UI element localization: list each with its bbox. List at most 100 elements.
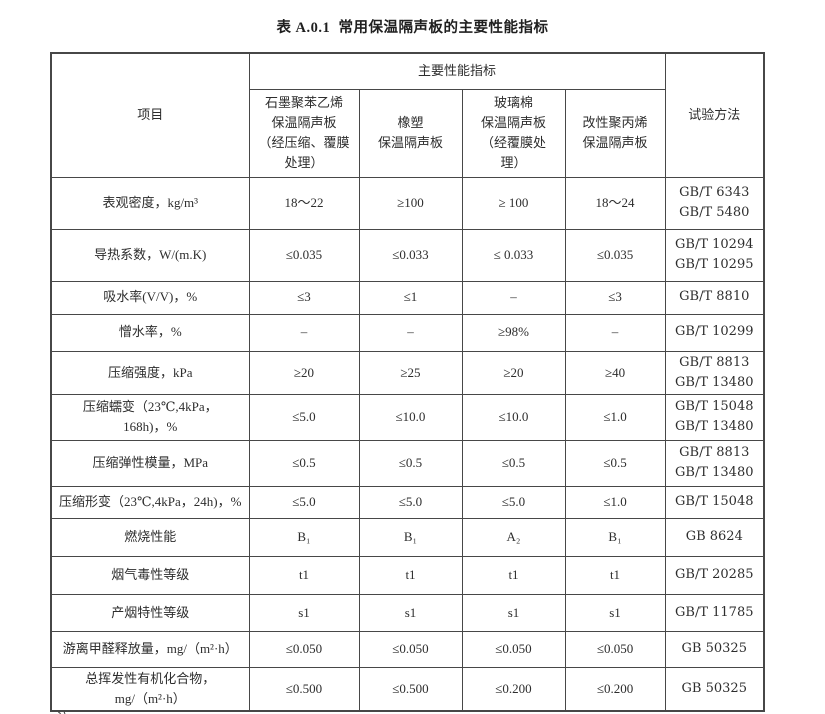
row-value: ≤3 bbox=[248, 280, 360, 315]
row-test-method: GB/T 10299 bbox=[664, 313, 765, 352]
row-value: ≤0.500 bbox=[358, 666, 463, 712]
row-value: ≤10.0 bbox=[461, 393, 566, 441]
table-row: 产烟特性等级 s1 s1 s1 s1 GB/T 11785 bbox=[50, 593, 765, 632]
row-value: ≥ 100 bbox=[461, 176, 566, 230]
row-value: ≤0.500 bbox=[248, 666, 360, 712]
row-value: ≤3 bbox=[564, 280, 666, 315]
row-value: ≥100 bbox=[358, 176, 463, 230]
row-test-method: GB/T 8810 bbox=[664, 280, 765, 315]
row-value: ≤0.050 bbox=[248, 630, 360, 668]
row-value: s1 bbox=[358, 593, 463, 632]
row-value: ≤0.050 bbox=[564, 630, 666, 668]
row-item-label: 憎水率，% bbox=[50, 313, 250, 352]
column-header-product-graphite-eps: 石墨聚苯乙烯 保温隔声板 （经压缩、覆膜 处理） bbox=[248, 88, 360, 178]
row-test-method: GB/T 6343 GB/T 5480 bbox=[664, 176, 765, 230]
row-test-method: GB/T 15048 GB/T 13480 bbox=[664, 393, 765, 441]
row-item-label: 烟气毒性等级 bbox=[50, 555, 250, 595]
row-value: 18～24 bbox=[564, 176, 666, 230]
row-value: ≤0.5 bbox=[564, 439, 666, 487]
row-value: ≤0.050 bbox=[358, 630, 463, 668]
row-value: 18～22 bbox=[248, 176, 360, 230]
table-row: 导热系数，W/(m.K) ≤0.035 ≤0.033 ≤ 0.033 ≤0.035 GB/… bbox=[50, 228, 765, 282]
row-value: – bbox=[358, 313, 463, 352]
note-partial-text: 注 bbox=[57, 709, 69, 714]
row-value: ≥25 bbox=[358, 350, 463, 395]
row-test-method: GB 8624 bbox=[664, 517, 765, 557]
row-test-method: GB 50325 bbox=[664, 630, 765, 668]
row-item-label: 总挥发性有机化合物， mg/（m²·h） bbox=[50, 666, 250, 712]
row-test-method: GB/T 8813 GB/T 13480 bbox=[664, 439, 765, 487]
column-header-item: 项目 bbox=[50, 52, 250, 178]
row-value: t1 bbox=[461, 555, 566, 595]
row-value: ≥20 bbox=[248, 350, 360, 395]
row-value: – bbox=[564, 313, 666, 352]
row-item-label: 游离甲醛释放量，mg/（m²·h） bbox=[50, 630, 250, 668]
row-item-label: 压缩弹性模量，MPa bbox=[50, 439, 250, 487]
row-value: ≤0.5 bbox=[358, 439, 463, 487]
row-item-label: 产烟特性等级 bbox=[50, 593, 250, 632]
row-value: ≤5.0 bbox=[461, 485, 566, 519]
table-body: 表观密度，kg/m³ 18～22 ≥100 ≥ 100 18～24 GB/T 6343 G… bbox=[50, 176, 765, 712]
row-value: t1 bbox=[248, 555, 360, 595]
row-value: ≤1.0 bbox=[564, 393, 666, 441]
row-test-method: GB/T 11785 bbox=[664, 593, 765, 632]
table-row: 压缩弹性模量，MPa ≤0.5 ≤0.5 ≤0.5 ≤0.5 GB/T 8813 GB/T… bbox=[50, 439, 765, 487]
row-value: s1 bbox=[564, 593, 666, 632]
table-row: 烟气毒性等级 t1 t1 t1 t1 GB/T 20285 bbox=[50, 555, 765, 595]
header-row-group: 项目 主要性能指标 试验方法 bbox=[50, 52, 765, 178]
row-item-label: 导热系数，W/(m.K) bbox=[50, 228, 250, 282]
table-row: 压缩蠕变（23℃,4kPa， 168h)，% ≤5.0 ≤10.0 ≤10.0 ≤1.0… bbox=[50, 393, 765, 441]
column-header-product-glass-wool: 玻璃棉 保温隔声板 （经覆膜处 理） bbox=[461, 88, 566, 178]
row-test-method: GB/T 20285 bbox=[664, 555, 765, 595]
row-value: ≤5.0 bbox=[358, 485, 463, 519]
row-value: ≤0.200 bbox=[564, 666, 666, 712]
row-value: ≤5.0 bbox=[248, 393, 360, 441]
row-item-label: 压缩强度，kPa bbox=[50, 350, 250, 395]
row-value: t1 bbox=[564, 555, 666, 595]
row-item-label: 燃烧性能 bbox=[50, 517, 250, 557]
table-row: 游离甲醛释放量，mg/（m²·h） ≤0.050 ≤0.050 ≤0.050 ≤0.05… bbox=[50, 630, 765, 668]
row-item-label: 吸水率(V/V)，% bbox=[50, 280, 250, 315]
row-value: ≥20 bbox=[461, 350, 566, 395]
row-test-method: GB 50325 bbox=[664, 666, 765, 712]
column-header-test-method: 试验方法 bbox=[664, 52, 765, 178]
table-row: 压缩强度，kPa ≥20 ≥25 ≥20 ≥40 GB/T 8813 GB/T 13480 bbox=[50, 350, 765, 395]
row-test-method: GB/T 15048 bbox=[664, 485, 765, 519]
row-value: ≤ 0.033 bbox=[461, 228, 566, 282]
table-row: 憎水率，% – – ≥98% – GB/T 10299 bbox=[50, 313, 765, 352]
table-row: 总挥发性有机化合物， mg/（m²·h） ≤0.500 ≤0.500 ≤0.200 ≤0… bbox=[50, 666, 765, 712]
row-value: ≥40 bbox=[564, 350, 666, 395]
row-value: – bbox=[248, 313, 360, 352]
row-value: ≤0.033 bbox=[358, 228, 463, 282]
row-value: ≤0.035 bbox=[248, 228, 360, 282]
row-value: A₂ bbox=[461, 517, 566, 557]
row-value: ≤0.200 bbox=[461, 666, 566, 712]
row-value: ≥98% bbox=[461, 313, 566, 352]
row-value: ≤0.5 bbox=[248, 439, 360, 487]
header-row-products: 石墨聚苯乙烯 保温隔声板 （经压缩、覆膜 处理） 橡塑 保温隔声板 玻璃棉 保温… bbox=[51, 88, 764, 178]
table-row: 压缩形变（23℃,4kPa，24h)，% ≤5.0 ≤5.0 ≤5.0 ≤1.0 GB/T… bbox=[50, 485, 765, 519]
row-value: t1 bbox=[358, 555, 463, 595]
performance-table: 项目 主要性能指标 试验方法 石墨聚苯乙烯 保温隔声板 （经压缩、覆膜 处理） … bbox=[50, 52, 766, 713]
column-header-main-indicators: 主要性能指标 bbox=[248, 52, 666, 90]
row-value: ≤0.035 bbox=[564, 228, 666, 282]
row-value: B₁ bbox=[248, 517, 360, 557]
row-value: ≤1.0 bbox=[564, 485, 666, 519]
row-value: ≤0.5 bbox=[461, 439, 566, 487]
column-header-product-rubber-plastic: 橡塑 保温隔声板 bbox=[358, 88, 463, 178]
row-item-label: 压缩形变（23℃,4kPa，24h)，% bbox=[50, 485, 250, 519]
table-caption: 表 A.0.1 常用保温隔声板的主要性能指标 bbox=[276, 20, 549, 36]
row-value: ≤0.050 bbox=[461, 630, 566, 668]
row-test-method: GB/T 10294 GB/T 10295 bbox=[664, 228, 765, 282]
row-value: ≤10.0 bbox=[358, 393, 463, 441]
table-row: 吸水率(V/V)，% ≤3 ≤1– ≤3 GB/T 8810 bbox=[50, 280, 765, 315]
row-value: B₁ bbox=[358, 517, 463, 557]
row-item-label: 压缩蠕变（23℃,4kPa， 168h)，% bbox=[50, 393, 250, 441]
row-item-label: 表观密度，kg/m³ bbox=[50, 176, 250, 230]
row-value: B₁ bbox=[564, 517, 666, 557]
row-value: – bbox=[461, 280, 566, 315]
table-row: 燃烧性能 B₁ B₁ A₂ B₁ GB 8624 bbox=[50, 517, 765, 557]
row-value: ≤5.0 bbox=[248, 485, 360, 519]
column-header-product-modified-pp: 改性聚丙烯 保温隔声板 bbox=[564, 88, 666, 178]
